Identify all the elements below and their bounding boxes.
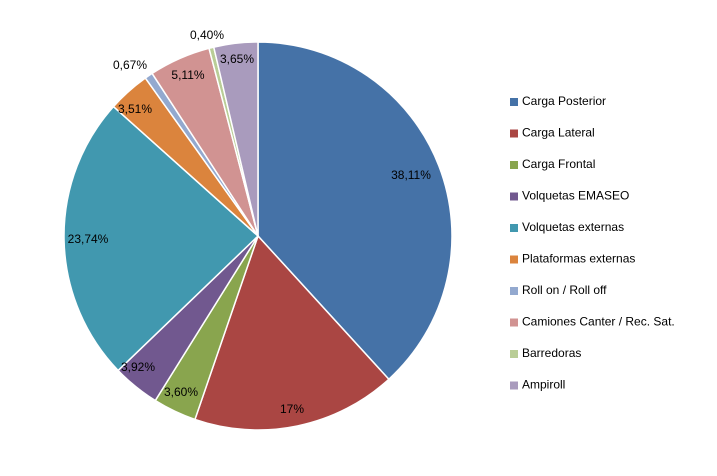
slice-label: 3,65% <box>220 52 254 66</box>
slice-label: 0,40% <box>190 28 224 42</box>
legend-label: Volquetas EMASEO <box>522 189 629 203</box>
pie-slice-carga-lateral <box>194 235 390 431</box>
legend-label: Plataformas externas <box>522 252 635 266</box>
pie-slice-volquetas-externas <box>63 105 259 372</box>
pie-slice-carga-posterior <box>257 41 453 380</box>
legend-label: Ampiroll <box>522 378 565 392</box>
legend-swatch <box>510 192 518 201</box>
legend-swatch <box>510 161 518 169</box>
legend-swatch <box>510 98 518 106</box>
legend-swatch <box>510 224 518 232</box>
slice-label: 23,74% <box>68 232 109 246</box>
slice-label: 0,67% <box>113 58 147 72</box>
legend-label: Camiones Canter / Rec. Sat. <box>522 315 675 329</box>
slice-label: 17% <box>280 402 304 416</box>
legend-swatch <box>510 381 518 390</box>
pie-slices <box>63 41 453 431</box>
legend-label: Volquetas externas <box>522 220 624 234</box>
slice-labels: 38,11% 17% 3,60% 3,92% 23,74% 3,51% 0,67% 5,11%… <box>68 28 432 416</box>
slice-label: 38,11% <box>391 168 431 182</box>
slice-label: 3,60% <box>164 385 198 399</box>
slice-label: 5,11% <box>171 68 204 82</box>
legend: Carga Posterior Carga Lateral Carga Fronta… <box>510 94 675 392</box>
legend-label: Roll on / Roll off <box>522 283 607 297</box>
pie-slice-ampiroll <box>213 41 259 237</box>
legend-label: Barredoras <box>522 346 581 360</box>
legend-swatch <box>510 350 518 358</box>
slice-label: 3,51% <box>118 102 152 116</box>
legend-swatch <box>510 129 518 138</box>
legend-swatch <box>510 255 518 264</box>
slice-label: 3,92% <box>121 360 155 374</box>
legend-label: Carga Posterior <box>522 94 606 108</box>
legend-swatch <box>510 318 518 327</box>
legend-label: Carga Lateral <box>522 126 595 140</box>
legend-swatch <box>510 287 518 295</box>
legend-label: Carga Frontal <box>522 157 595 171</box>
